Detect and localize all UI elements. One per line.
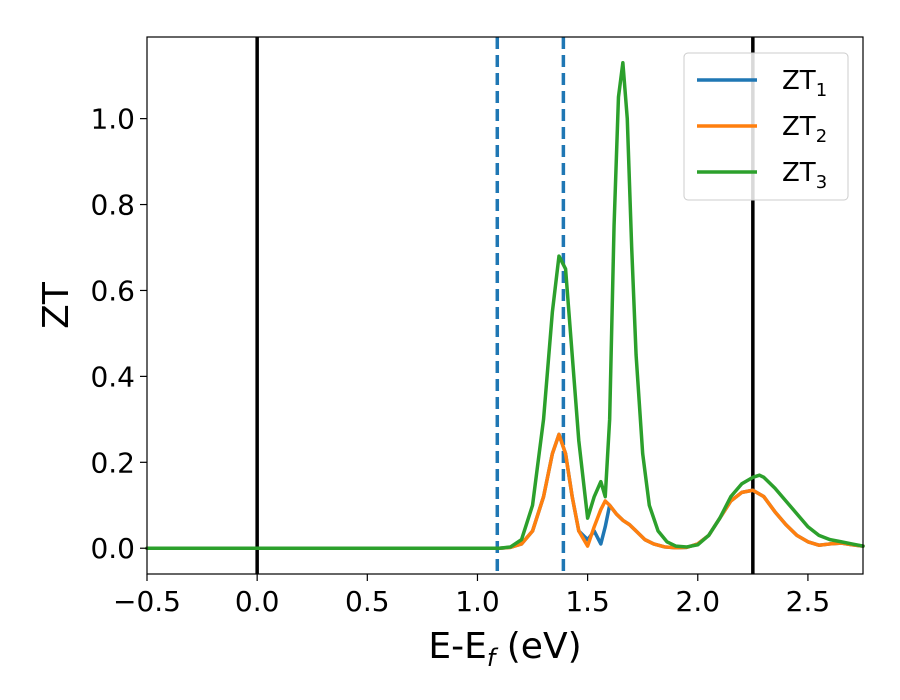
y-tick-label: 0.0 — [90, 532, 135, 565]
legend-label-zt1: ZT1 — [782, 66, 827, 101]
x-tick-label: 2.0 — [676, 585, 721, 618]
x-axis-title: E-Ef (eV) — [428, 626, 581, 672]
legend: ZT1 ZT2 ZT3 — [683, 52, 849, 201]
y-tick-label: 1.0 — [90, 103, 135, 136]
reference-lines — [255, 37, 755, 574]
x-tick-label: 0.5 — [345, 585, 390, 618]
x-tick-label: 1.5 — [565, 585, 610, 618]
series-line-zt3 — [145, 61, 865, 550]
y-axis: 0.0 0.2 0.4 0.6 0.8 1.0 — [90, 103, 147, 565]
x-tick-label: 1.0 — [455, 585, 500, 618]
x-axis-title-unit: (eV) — [495, 626, 581, 667]
x-axis-title-main: E-E — [428, 626, 486, 667]
x-tick-label: 0.0 — [235, 585, 280, 618]
series-lines — [145, 61, 865, 550]
y-tick-label: 0.6 — [90, 274, 135, 307]
y-tick-label: 0.4 — [90, 360, 135, 393]
x-tick-label: 2.5 — [786, 585, 831, 618]
x-axis: −0.5 0.0 0.5 1.0 1.5 2.0 2.5 — [113, 574, 830, 618]
legend-box — [683, 52, 849, 201]
x-tick-label: −0.5 — [113, 585, 181, 618]
plot-frame — [146, 36, 864, 575]
legend-label-zt2: ZT2 — [782, 112, 827, 147]
legend-label-zt3: ZT3 — [782, 158, 827, 193]
series-line-zt2 — [145, 432, 865, 550]
y-tick-label: 0.8 — [90, 189, 135, 222]
y-axis-title: ZT — [36, 281, 77, 329]
y-tick-label: 0.2 — [90, 446, 135, 479]
